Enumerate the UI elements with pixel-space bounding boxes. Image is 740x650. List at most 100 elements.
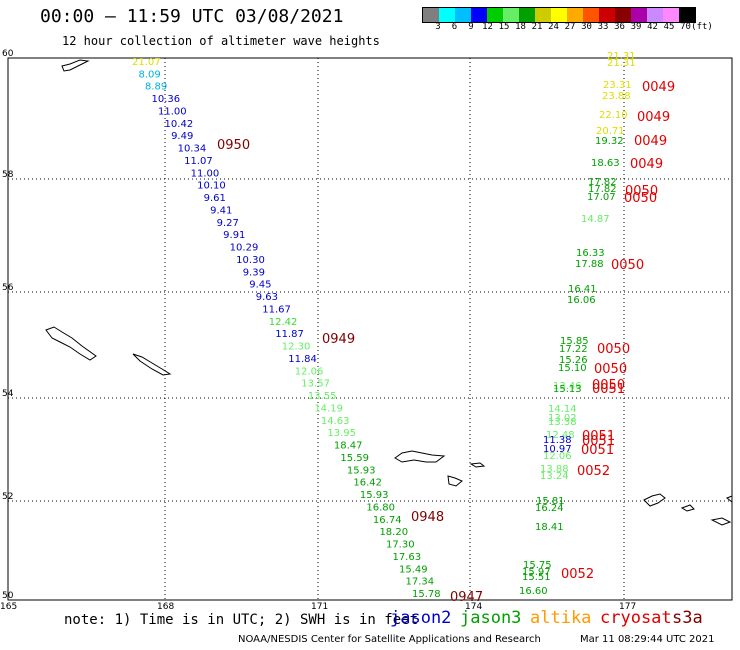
latitude-tick-label: 54 (2, 389, 14, 399)
footer-credit: NOAA/NESDIS Center for Satellite Applica… (238, 634, 541, 645)
land-outline (133, 354, 170, 375)
longitude-tick-label: 168 (157, 602, 174, 612)
land-outline (62, 60, 88, 71)
wave-height-value: 14.19 (314, 403, 343, 414)
latitude-tick-label: 52 (2, 492, 13, 502)
land-outline (46, 327, 96, 360)
wave-height-value: 9.27 (217, 218, 239, 229)
wave-height-value: 17.88 (575, 259, 604, 270)
wave-height-value: 10.29 (230, 243, 259, 254)
wave-height-value: 9.63 (256, 292, 278, 303)
wave-height-value: 9.45 (249, 280, 271, 291)
longitude-tick-label: 165 (0, 602, 17, 612)
wave-height-value: 13.24 (540, 471, 569, 482)
pass-time-label: 0950 (217, 138, 250, 153)
pass-time-label: 0050 (597, 342, 630, 357)
latitude-tick-label: 58 (2, 170, 14, 180)
pass-time-label: 0049 (642, 80, 675, 95)
mission-legend-item: jason2 (390, 608, 451, 628)
wave-height-value: 18.20 (379, 527, 408, 538)
wave-height-value: 15.59 (340, 453, 369, 464)
wave-height-value: 15.13 (553, 384, 582, 395)
wave-height-value: 10.30 (236, 255, 265, 266)
wave-height-value: 16.74 (373, 515, 402, 526)
land-outline (471, 463, 484, 467)
wave-height-value: 15.93 (360, 490, 389, 501)
wave-height-value: 9.49 (171, 131, 193, 142)
mission-legend-item: altika (530, 608, 591, 628)
footer-note: note: 1) Time is in UTC; 2) SWH is in fe… (64, 612, 418, 628)
pass-time-label: 0948 (411, 510, 444, 525)
mission-legend-item: cryosat (600, 608, 672, 628)
footer-timestamp: Mar 11 08:29:44 UTC 2021 (580, 634, 715, 645)
land-outline (395, 451, 444, 462)
wave-height-value: 12.06 (543, 451, 572, 462)
land-outline (712, 518, 730, 525)
wave-height-value: 17.07 (587, 192, 616, 203)
pass-time-label: 0050 (594, 362, 627, 377)
land-outline (682, 505, 694, 511)
wave-height-value: 10.42 (165, 119, 194, 130)
wave-height-value: 16.42 (353, 478, 382, 489)
wave-height-value: 17.30 (386, 540, 415, 551)
wave-height-value: 12.42 (269, 317, 298, 328)
pass-time-label: 0049 (637, 110, 670, 125)
wave-height-value: 12.30 (282, 342, 311, 353)
pass-time-label: 0949 (322, 332, 355, 347)
wave-height-value: 16.33 (576, 248, 605, 259)
wave-height-value: 17.34 (405, 577, 434, 588)
wave-height-value: 15.93 (347, 465, 376, 476)
wave-height-value: 13.38 (548, 417, 577, 428)
wave-height-value: 10.10 (197, 181, 226, 192)
wave-height-value: 17.63 (392, 552, 421, 563)
wave-height-value: 21.07 (132, 57, 161, 68)
pass-time-label: 0050 (624, 191, 657, 206)
wave-height-value: 15.10 (558, 363, 587, 374)
wave-height-value: 10.36 (152, 94, 181, 105)
wave-height-value: 16.80 (366, 502, 395, 513)
wave-height-value: 16.06 (567, 295, 596, 306)
pass-time-label: 0947 (450, 590, 483, 605)
wave-height-value: 22.10 (599, 110, 628, 121)
wave-height-value: 13.57 (301, 379, 330, 390)
wave-height-value: 15.49 (399, 564, 428, 575)
longitude-tick-label: 171 (311, 602, 328, 612)
wave-height-value: 8.89 (145, 82, 167, 93)
wave-height-value: 8.09 (139, 69, 161, 80)
wave-height-value: 14.63 (321, 416, 350, 427)
pass-time-label: 0052 (561, 567, 594, 582)
latitude-tick-label: 60 (2, 49, 14, 59)
wave-height-value: 17.22 (559, 344, 588, 355)
land-outline (448, 476, 462, 486)
wave-height-value: 19.32 (595, 136, 624, 147)
land-outline (644, 494, 665, 506)
wave-height-value: 11.84 (288, 354, 317, 365)
wave-height-value: 21.31 (607, 58, 636, 69)
wave-height-value: 14.87 (581, 214, 610, 225)
wave-height-value: 9.41 (210, 205, 232, 216)
pass-time-label: 0049 (634, 134, 667, 149)
wave-height-value: 11.87 (275, 329, 304, 340)
wave-height-value: 23.88 (602, 91, 631, 102)
pass-time-label: 0052 (577, 464, 610, 479)
wave-height-value: 12.06 (295, 366, 324, 377)
land-outline (727, 496, 732, 502)
altimeter-map-page: 00:00 — 11:59 UTC 03/08/2021 12 hour col… (0, 0, 740, 650)
wave-height-value: 15.78 (412, 589, 441, 600)
mission-legend-item: jason3 (460, 608, 521, 628)
wave-height-value: 11.00 (191, 168, 220, 179)
wave-height-value: 13.95 (327, 428, 356, 439)
mission-legend-item: s3a (672, 608, 703, 628)
pass-time-label: 0050 (611, 258, 644, 273)
wave-height-value: 11.07 (184, 156, 213, 167)
wave-height-value: 13.55 (308, 391, 337, 402)
pass-time-label: 0051 (592, 382, 625, 397)
wave-height-value: 18.41 (535, 522, 564, 533)
wave-height-value: 10.34 (178, 144, 207, 155)
wave-height-value: 15.51 (522, 572, 551, 583)
wave-height-value: 11.00 (158, 106, 187, 117)
wave-height-value: 11.67 (262, 304, 291, 315)
wave-height-value: 16.41 (568, 284, 597, 295)
wave-height-value: 9.39 (243, 267, 265, 278)
pass-time-label: 0049 (630, 157, 663, 172)
